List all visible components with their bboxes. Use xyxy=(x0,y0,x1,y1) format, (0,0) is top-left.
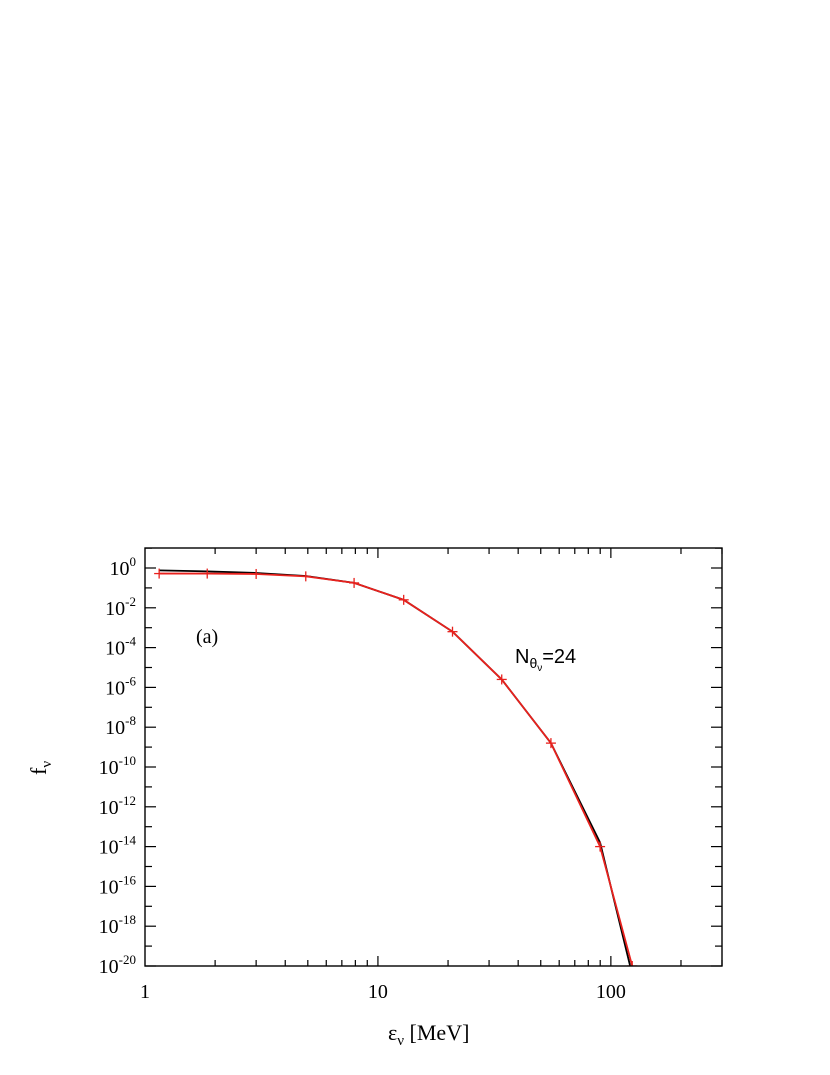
y-axis-title: fν xyxy=(26,761,55,775)
data-point-marker xyxy=(595,841,606,852)
series-1 xyxy=(154,568,638,966)
x-tick-label: 10 xyxy=(368,981,388,1003)
annotation-rest: =24 xyxy=(542,646,576,668)
x-axis-title-rest: [MeV] xyxy=(404,1020,469,1045)
data-point-marker xyxy=(300,571,311,582)
y-tick-label: 10-12 xyxy=(99,793,136,819)
data-point-marker xyxy=(251,568,262,579)
axis-ticks xyxy=(145,547,723,967)
data-point-marker xyxy=(496,674,507,685)
annotation-sub2: ν xyxy=(537,663,542,674)
y-tick-label: 10-14 xyxy=(99,833,137,859)
y-tick-label: 100 xyxy=(110,554,137,580)
series-line xyxy=(159,569,632,966)
x-axis-title-main: ε xyxy=(388,1020,397,1045)
x-axis-title-sub: ν xyxy=(397,1033,404,1049)
series-layer xyxy=(154,568,638,966)
y-axis-title-sub: ν xyxy=(39,761,55,768)
y-axis-title-main: f xyxy=(26,767,51,775)
x-axis-title: εν [MeV] xyxy=(388,1020,469,1049)
y-tick-label: 10-20 xyxy=(99,952,136,978)
y-tick-label: 10-18 xyxy=(99,912,136,938)
y-tick-label: 10-2 xyxy=(105,594,136,620)
tick-labels: 1 10 100 100 10-2 10-4 10-6 10-8 10-10 10-12 10-14… xyxy=(99,554,626,1003)
y-tick-label: 10-6 xyxy=(105,673,136,699)
y-tick-label: 10-4 xyxy=(105,634,136,660)
y-tick-label: 10-10 xyxy=(99,753,136,779)
series-0 xyxy=(159,569,632,966)
y-tick-label: 10-16 xyxy=(99,872,137,898)
x-tick-label: 100 xyxy=(596,981,626,1003)
annotation-sub1: θ xyxy=(529,655,537,671)
panel-label: (a) xyxy=(196,626,218,648)
data-point-marker xyxy=(398,594,409,605)
data-point-marker xyxy=(447,626,458,637)
data-point-marker xyxy=(154,568,165,579)
y-tick-label: 10-8 xyxy=(105,713,136,739)
data-point-marker xyxy=(349,577,360,588)
data-point-marker xyxy=(627,961,638,966)
annotation-main: N xyxy=(515,646,529,668)
x-tick-label: 1 xyxy=(140,981,150,1003)
plot-frame xyxy=(144,547,723,967)
series-line xyxy=(159,572,634,966)
data-point-marker xyxy=(545,738,556,749)
data-point-marker xyxy=(202,568,213,579)
series-annotation: Nθν=24 xyxy=(515,646,576,674)
